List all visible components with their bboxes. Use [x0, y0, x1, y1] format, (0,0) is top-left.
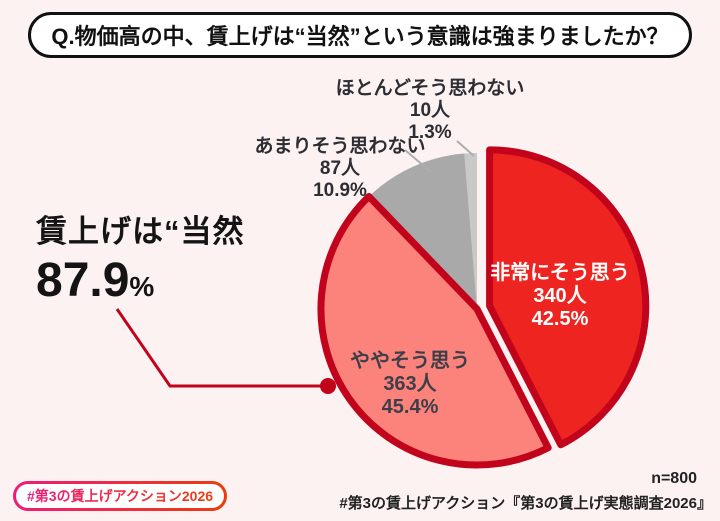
- slice-label-not-really: あまりそう思わない 87人 10.9%: [240, 136, 440, 202]
- leader-lines: [115, 140, 475, 394]
- slice-label-percent: 1.3%: [408, 122, 452, 143]
- pie-slice-2: [368, 153, 477, 309]
- slice-label-text: ほとんどそう思わない: [335, 78, 525, 99]
- headline-callout: 賃上げは“当然 87.9%: [36, 206, 245, 311]
- slice-label-percent: 10.9%: [313, 180, 367, 201]
- leader-line-not-really: [404, 149, 432, 173]
- slice-label-text: あまりそう思わない: [254, 136, 426, 157]
- campaign-badge: #第3の賃上げアクション2026: [13, 481, 228, 511]
- question-text: Q.物価高の中、賃上げは“当然”という意識は強まりましたか？: [51, 24, 669, 49]
- pie-slice-3: [464, 152, 477, 309]
- question-banner: Q.物価高の中、賃上げは“当然”という意識は強まりましたか？: [28, 12, 692, 58]
- slice-label-count: 10人: [409, 100, 451, 121]
- campaign-badge-text: #第3の賃上げアクション2026: [27, 488, 214, 504]
- pie-slice-0: [486, 146, 650, 449]
- pie-slices: [317, 146, 650, 469]
- headline-text: 賃上げは“当然: [36, 214, 245, 249]
- slice-label-percent: 45.4%: [381, 396, 439, 418]
- slice-label-text: 非常にそう思う: [490, 262, 630, 284]
- pie-slice-1: [317, 193, 552, 469]
- headline-value-row: 87.9%: [36, 257, 245, 311]
- slice-label-hardly: ほとんどそう思わない 10人 1.3%: [320, 78, 540, 144]
- slice-label-somewhat-agree: ややそう思う 363人 45.4%: [325, 350, 495, 419]
- highlight-callout-line: [115, 308, 324, 388]
- slice-label-text: ややそう思う: [350, 350, 470, 372]
- highlight-callout-dot: [320, 378, 336, 394]
- leader-line-hardly: [456, 140, 475, 157]
- slice-label-strongly-agree: 非常にそう思う 340人 42.5%: [475, 262, 645, 331]
- slice-label-count: 87人: [319, 158, 361, 179]
- slice-label-count: 363人: [383, 373, 437, 395]
- slice-label-percent: 42.5%: [531, 308, 589, 330]
- source-text: #第3の賃上げアクション『第3の賃上げ実態調査2026』: [339, 495, 712, 512]
- headline-value: 87.9: [36, 254, 130, 307]
- sample-size-label: n=800: [651, 470, 697, 487]
- slice-label-count: 340人: [533, 285, 587, 307]
- headline-unit: %: [129, 271, 155, 302]
- campaign-badge-inner: #第3の賃上げアクション2026: [16, 484, 225, 508]
